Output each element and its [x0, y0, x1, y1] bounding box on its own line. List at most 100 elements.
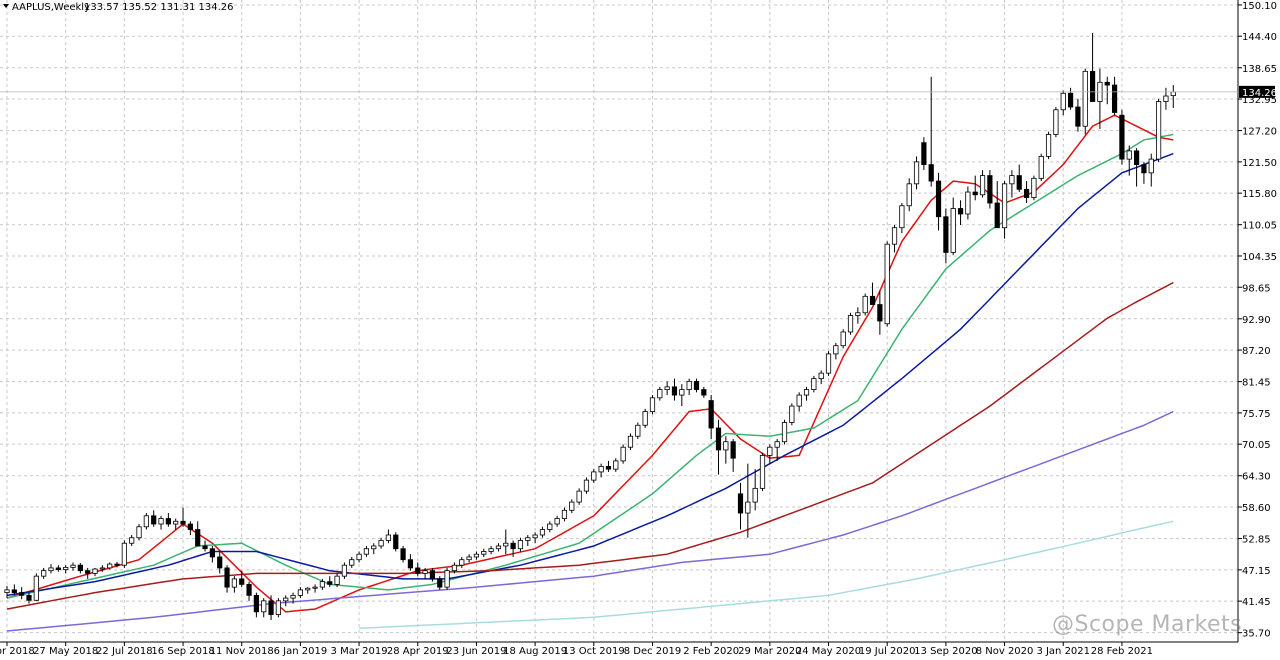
candle: [305, 587, 311, 594]
y-tick-label: 87.20: [1242, 346, 1271, 357]
candle-body: [11, 589, 17, 594]
candle-body: [943, 216, 949, 253]
candle: [1009, 170, 1015, 198]
candle-body: [1148, 158, 1154, 174]
moving-average-line-5: [6, 410, 1174, 632]
candle: [503, 529, 509, 555]
candle: [334, 573, 340, 588]
candle-body: [1009, 175, 1015, 185]
candle-body: [737, 493, 744, 514]
y-tick-label: 58.60: [1242, 503, 1271, 514]
last-price-tag-text: 134.26: [1242, 88, 1277, 99]
candle: [789, 403, 795, 426]
candle: [554, 515, 560, 527]
candle: [899, 203, 905, 234]
candle: [239, 570, 245, 588]
candle: [591, 469, 597, 483]
x-tick-label: 24 May 2020: [796, 646, 861, 657]
candle-body: [569, 501, 575, 511]
candle: [598, 463, 604, 478]
candle-body: [532, 534, 538, 539]
candle-body: [539, 529, 546, 536]
candle: [686, 378, 692, 396]
y-tick-label: 121.50: [1242, 158, 1277, 169]
candle: [363, 545, 370, 557]
candle: [1023, 181, 1030, 204]
candle-body: [239, 578, 245, 585]
candle-body: [85, 570, 91, 574]
price-axis: 150.10 144.40 138.65 132.95 127.20 121.50 115.…: [1237, 0, 1277, 642]
candle: [495, 543, 502, 552]
candle: [451, 562, 458, 574]
candle: [723, 436, 729, 464]
symbol-label: AAPLUS,Weekly: [12, 2, 90, 13]
candle-body: [1045, 134, 1052, 157]
candle-body: [4, 589, 10, 594]
moving-average-lines: [6, 114, 1174, 632]
candle: [1133, 148, 1140, 187]
candle: [129, 535, 135, 546]
candle: [1163, 87, 1169, 110]
candle: [539, 526, 546, 538]
candle-body: [261, 600, 267, 613]
candle: [1067, 87, 1074, 110]
x-tick-label: 23 Jun 2019: [446, 646, 506, 657]
candle-body: [70, 564, 76, 568]
y-tick-label: 64.30: [1242, 472, 1271, 483]
candle: [921, 137, 927, 171]
y-tick-label: 115.80: [1242, 189, 1277, 200]
candle: [143, 513, 149, 530]
candle-body: [803, 389, 810, 396]
moving-average-line-3: [6, 152, 1174, 597]
candle-body: [290, 594, 296, 599]
candle-body: [26, 594, 32, 601]
moving-average-line-2: [6, 133, 1174, 599]
candle: [935, 172, 942, 231]
candle: [459, 556, 465, 568]
candle: [55, 565, 61, 572]
candle-body: [202, 545, 208, 550]
candle: [767, 444, 773, 464]
candle-body: [92, 568, 98, 574]
candle: [877, 290, 883, 335]
candle: [1104, 76, 1110, 105]
candle: [1060, 90, 1066, 116]
x-tick-label: 3 Mar 2019: [331, 646, 388, 657]
candle: [180, 507, 186, 527]
candle-body: [165, 518, 171, 525]
candle-body: [451, 564, 458, 572]
candle: [136, 524, 142, 541]
candle: [297, 587, 304, 599]
x-tick-label: 8 Nov 2020: [976, 646, 1034, 657]
candle-body: [789, 405, 795, 423]
y-tick-label: 110.05: [1242, 221, 1277, 232]
y-tick-label: 132.95: [1242, 95, 1277, 106]
candle: [48, 564, 54, 574]
candle-body: [48, 567, 54, 572]
candle-body: [708, 400, 714, 429]
candle-body: [1163, 95, 1169, 102]
candle-body: [994, 202, 1000, 229]
candle: [466, 554, 472, 563]
candle-body: [459, 559, 465, 566]
candle: [620, 444, 626, 464]
candle-body: [745, 501, 751, 514]
candle-body: [965, 191, 971, 215]
candle: [708, 395, 714, 439]
candle-body: [635, 424, 641, 437]
candle-body: [642, 411, 648, 426]
candle: [85, 567, 91, 579]
candle-body: [818, 372, 824, 380]
candle-body: [576, 490, 582, 503]
candle: [561, 507, 568, 522]
candle: [928, 76, 934, 187]
candle: [261, 598, 267, 618]
candle-body: [598, 466, 604, 473]
candle: [275, 598, 281, 618]
candle: [517, 537, 524, 552]
dropdown-triangle-icon[interactable]: [3, 4, 9, 8]
candle-body: [730, 441, 736, 459]
candle-body: [613, 460, 619, 470]
y-tick-label: 52.85: [1242, 535, 1271, 546]
